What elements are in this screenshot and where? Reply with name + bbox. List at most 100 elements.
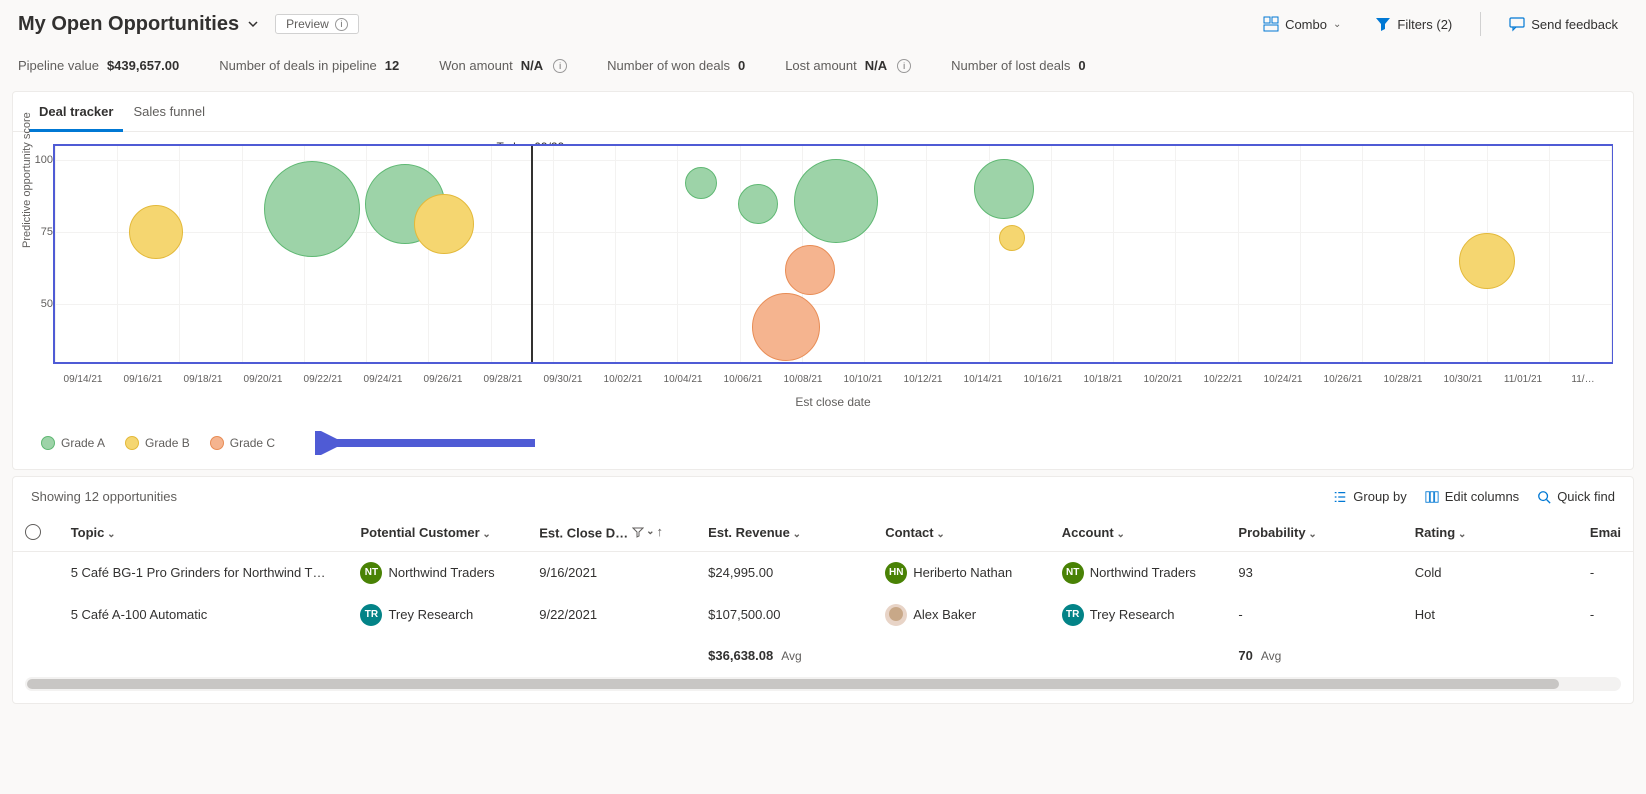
table-row[interactable]: 5 Café BG-1 Pro Grinders for Northwind T… <box>13 551 1633 594</box>
search-icon <box>1537 490 1551 504</box>
x-tick: 09/16/21 <box>113 374 173 385</box>
metric-value: 0 <box>738 58 745 73</box>
x-tick: 10/20/21 <box>1133 374 1193 385</box>
chart-bubble[interactable] <box>974 159 1034 219</box>
x-tick: 09/20/21 <box>233 374 293 385</box>
filters-button[interactable]: Filters (2) <box>1365 12 1462 36</box>
chevron-down-icon: ⌄ <box>104 529 115 540</box>
legend-item[interactable]: Grade C <box>210 436 275 450</box>
cell-account: TRTrey Research <box>1050 594 1227 636</box>
view-title[interactable]: My Open Opportunities <box>18 13 261 36</box>
metric-value: $439,657.00 <box>107 58 179 73</box>
x-tick: 10/24/21 <box>1253 374 1313 385</box>
info-icon[interactable]: i <box>553 59 567 73</box>
preview-button[interactable]: Preview i <box>275 14 359 34</box>
chart-bubble[interactable] <box>752 293 820 361</box>
chart-bubble[interactable] <box>129 205 183 259</box>
x-tick: 10/16/21 <box>1013 374 1073 385</box>
x-tick: 09/14/21 <box>53 374 113 385</box>
combo-label: Combo <box>1285 17 1327 32</box>
tab-sales-funnel[interactable]: Sales funnel <box>123 92 215 131</box>
avatar: TR <box>1062 604 1084 626</box>
table-row[interactable]: 5 Café A-100 Automatic TRTrey Research 9… <box>13 594 1633 636</box>
x-axis-label: Est close date <box>53 395 1613 409</box>
avatar: TR <box>360 604 382 626</box>
x-tick: 11/01/21 <box>1493 374 1553 385</box>
cell-email: - <box>1578 594 1633 636</box>
footer-revenue: $36,638.08Avg <box>696 636 873 675</box>
column-header[interactable]: Probability ⌄ <box>1226 514 1402 551</box>
table-card: Showing 12 opportunities Group by Edit c… <box>12 476 1634 704</box>
legend-item[interactable]: Grade B <box>125 436 190 450</box>
chart-card: Deal trackerSales funnel Predictive oppo… <box>12 91 1634 470</box>
cell-close: 9/16/2021 <box>527 551 696 594</box>
select-all-checkbox[interactable] <box>25 524 41 540</box>
cell-revenue: $24,995.00 <box>696 551 873 594</box>
metric-label: Number of won deals <box>607 58 730 73</box>
column-header[interactable]: Topic ⌄ <box>59 514 349 551</box>
chart-bubble[interactable] <box>1459 233 1515 289</box>
filter-icon <box>632 526 644 538</box>
metric-label: Lost amount <box>785 58 857 73</box>
column-header[interactable]: Est. Close D… ⌄ ↑ <box>527 514 696 551</box>
cell-contact: Alex Baker <box>873 594 1049 636</box>
metric-value: N/A <box>865 58 887 73</box>
combo-button[interactable]: Combo ⌄ <box>1253 12 1351 36</box>
filter-icon <box>1375 16 1391 32</box>
cell-customer: NTNorthwind Traders <box>348 551 527 594</box>
column-header[interactable]: Account ⌄ <box>1050 514 1227 551</box>
column-header[interactable]: Potential Customer ⌄ <box>348 514 527 551</box>
cell-rating: Hot <box>1403 594 1578 636</box>
chart-bubble[interactable] <box>738 184 778 224</box>
opportunities-table: Topic ⌄Potential Customer ⌄Est. Close D…… <box>13 514 1633 675</box>
x-tick: 10/22/21 <box>1193 374 1253 385</box>
chart-plot[interactable]: 5075100 <box>53 144 1613 364</box>
send-feedback-button[interactable]: Send feedback <box>1499 12 1628 36</box>
legend-swatch <box>41 436 55 450</box>
sort-asc-icon: ↑ <box>656 524 663 539</box>
x-tick: 09/30/21 <box>533 374 593 385</box>
quick-find-button[interactable]: Quick find <box>1537 489 1615 504</box>
chevron-down-icon <box>245 16 261 32</box>
table-footer-row: $36,638.08Avg 70Avg <box>13 636 1633 675</box>
tab-deal-tracker[interactable]: Deal tracker <box>29 92 123 131</box>
x-tick: 09/22/21 <box>293 374 353 385</box>
cell-email: - <box>1578 551 1633 594</box>
avatar <box>885 604 907 626</box>
x-tick: 10/06/21 <box>713 374 773 385</box>
metric-value: N/A <box>521 58 543 73</box>
chart-bubble[interactable] <box>785 245 835 295</box>
feedback-icon <box>1509 16 1525 32</box>
x-tick: 09/28/21 <box>473 374 533 385</box>
cell-customer: TRTrey Research <box>348 594 527 636</box>
chart-bubble[interactable] <box>999 225 1025 251</box>
info-icon[interactable]: i <box>897 59 911 73</box>
column-header[interactable]: Rating ⌄ <box>1403 514 1578 551</box>
column-header[interactable]: Emai <box>1578 514 1633 551</box>
chart-bubble[interactable] <box>685 167 717 199</box>
scrollbar-thumb[interactable] <box>27 679 1559 689</box>
column-header[interactable]: Est. Revenue ⌄ <box>696 514 873 551</box>
y-tick: 75 <box>41 226 53 238</box>
metric-label: Won amount <box>439 58 512 73</box>
metric-label: Pipeline value <box>18 58 99 73</box>
chart-bubble[interactable] <box>264 161 360 257</box>
x-tick: 10/12/21 <box>893 374 953 385</box>
edit-columns-button[interactable]: Edit columns <box>1425 489 1519 504</box>
x-tick: 10/14/21 <box>953 374 1013 385</box>
chevron-down-icon: ⌄ <box>1114 529 1125 540</box>
footer-prob: 70Avg <box>1226 636 1402 675</box>
chart-bubble[interactable] <box>794 159 878 243</box>
chevron-down-icon: ⌄ <box>480 529 491 540</box>
horizontal-scrollbar[interactable] <box>25 677 1621 691</box>
y-tick: 50 <box>41 298 53 310</box>
y-tick: 100 <box>35 154 53 166</box>
legend-item[interactable]: Grade A <box>41 436 105 450</box>
chart-bubble[interactable] <box>414 194 474 254</box>
x-tick: 10/26/21 <box>1313 374 1373 385</box>
x-tick: 11/… <box>1553 374 1613 385</box>
group-by-button[interactable]: Group by <box>1333 489 1406 504</box>
column-header[interactable]: Contact ⌄ <box>873 514 1049 551</box>
chevron-down-icon: ⌄ <box>934 529 945 540</box>
x-tick: 10/02/21 <box>593 374 653 385</box>
